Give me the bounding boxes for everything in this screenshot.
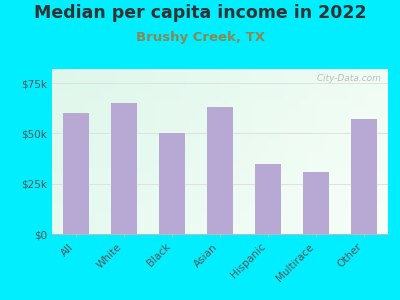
- Bar: [159, 134, 185, 234]
- Bar: [111, 103, 137, 234]
- Text: City-Data.com: City-Data.com: [314, 74, 381, 83]
- Bar: [303, 172, 329, 234]
- Bar: [63, 113, 89, 234]
- Text: Brushy Creek, TX: Brushy Creek, TX: [136, 32, 264, 44]
- Text: Median per capita income in 2022: Median per capita income in 2022: [34, 4, 366, 22]
- Bar: [255, 164, 281, 234]
- Bar: [351, 119, 377, 234]
- Bar: [207, 107, 233, 234]
